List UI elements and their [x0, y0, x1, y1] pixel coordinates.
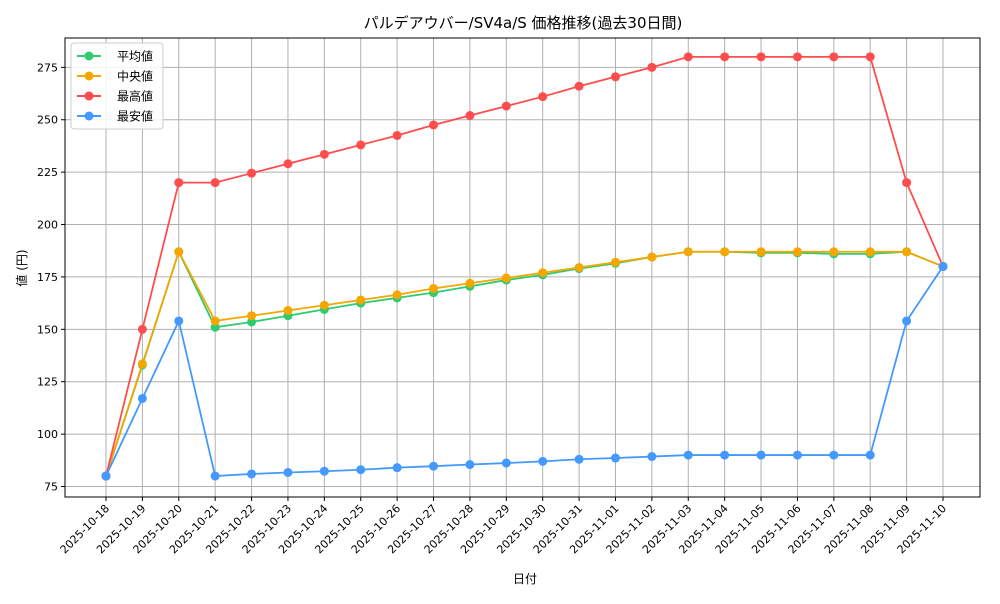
data-point [501, 101, 511, 111]
plot-frame [64, 37, 981, 498]
data-point [392, 463, 402, 473]
data-point [501, 273, 511, 283]
data-point [392, 290, 402, 300]
data-point [356, 465, 366, 475]
data-point [319, 300, 329, 310]
data-point [137, 324, 147, 334]
data-point [829, 450, 839, 460]
data-point [865, 52, 875, 62]
data-point [174, 316, 184, 326]
series-line-0 [105, 249, 944, 477]
data-point [720, 52, 730, 62]
data-point [283, 305, 293, 315]
data-point [392, 130, 402, 140]
data-point [610, 257, 620, 267]
data-point [792, 450, 802, 460]
data-point [356, 295, 366, 305]
data-point [210, 471, 220, 481]
data-point [210, 322, 220, 332]
data-point [429, 283, 439, 293]
data-point [174, 178, 184, 188]
data-point [574, 454, 584, 464]
data-point [465, 111, 475, 121]
data-point [538, 92, 548, 102]
y-tick-label: 125 [37, 376, 58, 389]
legend-marker [84, 91, 94, 101]
data-point [247, 168, 257, 178]
data-point [792, 52, 802, 62]
series-line-1 [105, 249, 944, 477]
data-point [283, 467, 293, 477]
series-line-3 [105, 265, 944, 477]
data-point [319, 149, 329, 159]
data-point [538, 456, 548, 466]
chart-title: パルデアウバー/SV4a/S 価格推移(過去30日間) [364, 14, 683, 32]
data-point [902, 178, 912, 188]
y-tick-label: 150 [37, 323, 58, 336]
legend-box [70, 42, 164, 130]
legend-marker [84, 111, 94, 121]
data-point [174, 247, 184, 257]
legend-marker [84, 51, 94, 61]
data-point [574, 81, 584, 91]
data-point [247, 311, 257, 321]
data-point [429, 461, 439, 471]
data-point [647, 452, 657, 462]
data-point [865, 247, 875, 257]
data-point [756, 450, 766, 460]
data-point [210, 316, 220, 326]
data-point [792, 247, 802, 257]
data-point [247, 317, 257, 327]
legend-label: 平均値 [117, 49, 153, 64]
data-point [283, 159, 293, 169]
y-axis-label: 値 (円) [14, 249, 29, 286]
data-point [101, 471, 111, 481]
y-tick-label: 100 [37, 428, 58, 441]
y-tick-label: 225 [37, 166, 58, 179]
series-line-2 [105, 55, 944, 477]
data-point [429, 120, 439, 130]
data-point [902, 247, 912, 257]
data-point [356, 140, 366, 150]
data-point [647, 62, 657, 72]
data-point [938, 261, 948, 271]
data-point [902, 316, 912, 326]
data-point [574, 263, 584, 272]
data-point [756, 247, 766, 257]
data-point [756, 52, 766, 62]
x-axis-label: 日付 [513, 572, 537, 586]
data-point [247, 469, 257, 479]
legend-label: 最高値 [117, 89, 153, 104]
y-tick-label: 250 [37, 114, 58, 127]
data-point [137, 393, 147, 403]
data-point [720, 450, 730, 460]
data-point [683, 52, 693, 62]
data-point [829, 52, 839, 62]
legend-label: 中央値 [117, 69, 153, 84]
y-tick-label: 275 [37, 61, 58, 74]
y-tick-label: 175 [37, 271, 58, 284]
data-point [465, 460, 475, 470]
data-point [610, 453, 620, 463]
data-point [137, 359, 147, 369]
legend-label: 最安値 [117, 109, 153, 124]
data-point [210, 178, 220, 188]
data-point [720, 247, 730, 257]
y-tick-label: 200 [37, 219, 58, 232]
data-point [683, 450, 693, 460]
data-point [319, 466, 329, 476]
data-point [829, 247, 839, 257]
data-point [683, 247, 693, 257]
legend-marker [84, 71, 94, 81]
y-tick-label: 75 [44, 481, 58, 494]
data-point [610, 72, 620, 82]
data-point [647, 252, 657, 262]
data-point [538, 268, 548, 278]
data-point [465, 278, 475, 288]
data-point [865, 450, 875, 460]
data-point [501, 458, 511, 468]
